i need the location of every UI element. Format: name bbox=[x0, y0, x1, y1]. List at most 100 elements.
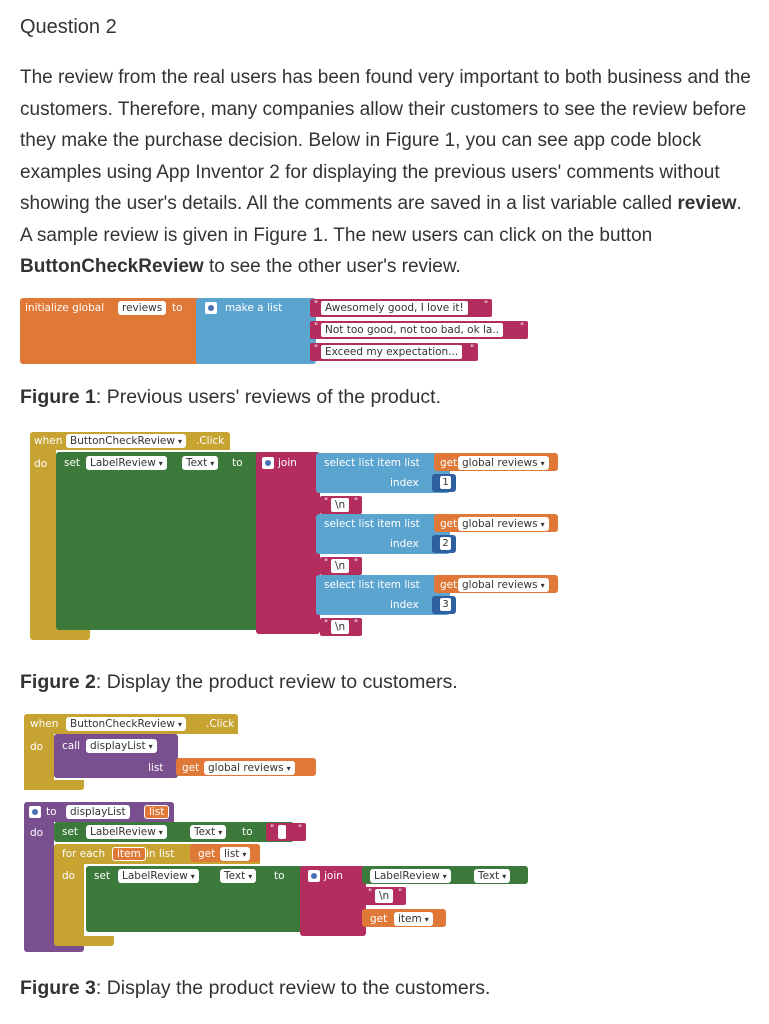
loop-var-field[interactable]: item bbox=[112, 847, 146, 861]
newline-text-block: " \n " bbox=[364, 887, 406, 905]
dropdown-arrow-icon: ▾ bbox=[218, 828, 223, 837]
procedure-name-field[interactable]: displayList bbox=[66, 805, 130, 819]
set-label: set bbox=[94, 870, 111, 882]
get-list-dropdown[interactable]: list ▾ bbox=[220, 847, 251, 861]
review-item-1[interactable]: Awesomely good, I love it! bbox=[321, 301, 468, 315]
set-property-dropdown[interactable]: Text ▾ bbox=[220, 869, 257, 883]
select-list-item-label: select list item list bbox=[324, 457, 420, 469]
make-list-label: make a list bbox=[225, 302, 283, 314]
init-global-label: initialize global bbox=[25, 302, 105, 314]
figure3-caption-text: : Display the product review to the cust… bbox=[95, 977, 491, 999]
quote-close-icon: " bbox=[520, 322, 525, 332]
figure2-caption-text: : Display the product review to customer… bbox=[95, 671, 458, 693]
set-component-dropdown[interactable]: LabelReview ▾ bbox=[86, 825, 167, 839]
set-to-label: to bbox=[242, 826, 253, 838]
event-block-footer bbox=[30, 628, 90, 640]
newline-text-block-3: " \n " bbox=[320, 618, 362, 636]
procedure-dropdown[interactable]: displayList ▾ bbox=[86, 739, 157, 753]
set-property-name: Text bbox=[224, 870, 246, 882]
figure1-caption-label: Figure 1 bbox=[20, 386, 96, 408]
get-item-dropdown[interactable]: item ▾ bbox=[394, 912, 433, 926]
event-component-dropdown[interactable]: ButtonCheckReview ▾ bbox=[66, 434, 186, 448]
event-component-dropdown[interactable]: ButtonCheckReview ▾ bbox=[66, 717, 186, 731]
join-label: join bbox=[324, 870, 343, 882]
newline-text[interactable]: \n bbox=[331, 498, 350, 512]
mutator-gear-icon[interactable] bbox=[205, 302, 217, 314]
empty-text-block: " " bbox=[266, 823, 306, 841]
procedure-name: displayList bbox=[90, 740, 146, 752]
procedure-param-field[interactable]: list bbox=[144, 805, 170, 819]
set-component-dropdown[interactable]: LabelReview ▾ bbox=[86, 456, 167, 470]
mutator-gear-icon[interactable] bbox=[29, 806, 41, 818]
newline-text[interactable]: \n bbox=[331, 559, 350, 573]
do-label: do bbox=[30, 827, 44, 839]
do-label: do bbox=[30, 741, 44, 753]
newline-text-block-1: " \n " bbox=[320, 496, 362, 514]
mutator-gear-icon[interactable] bbox=[308, 870, 320, 882]
getter-property-name: Text bbox=[478, 870, 500, 882]
quote-open-icon: " bbox=[314, 322, 319, 332]
getter-component-dropdown[interactable]: LabelReview ▾ bbox=[370, 869, 451, 883]
get-variable-name: global reviews bbox=[208, 762, 284, 774]
var-name-field[interactable]: reviews bbox=[118, 301, 167, 315]
newline-text[interactable]: \n bbox=[375, 889, 394, 903]
dropdown-arrow-icon: ▾ bbox=[248, 872, 253, 881]
quote-open-icon: " bbox=[314, 300, 319, 310]
get-variable-dropdown[interactable]: global reviews ▾ bbox=[458, 456, 549, 470]
for-each-label: for each bbox=[62, 848, 106, 860]
call-label: call bbox=[62, 740, 81, 752]
do-label: do bbox=[34, 458, 48, 470]
set-property-name: Text bbox=[194, 826, 216, 838]
index-label: index bbox=[390, 599, 419, 611]
quote-open-icon: " bbox=[270, 824, 275, 834]
set-to-label: to bbox=[232, 457, 243, 469]
quote-close-icon: " bbox=[398, 888, 403, 898]
event-click-label: .Click bbox=[196, 435, 225, 447]
dropdown-arrow-icon: ▾ bbox=[190, 872, 195, 881]
dropdown-arrow-icon: ▾ bbox=[424, 915, 429, 924]
event-block-footer bbox=[24, 780, 84, 790]
get-label: get bbox=[198, 848, 216, 860]
quote-open-icon: " bbox=[368, 888, 373, 898]
index-value[interactable]: 2 bbox=[440, 537, 451, 550]
dropdown-arrow-icon: ▾ bbox=[442, 872, 447, 881]
newline-text-block-2: " \n " bbox=[320, 557, 362, 575]
get-variable-dropdown[interactable]: global reviews ▾ bbox=[204, 761, 295, 775]
set-label: set bbox=[64, 457, 81, 469]
getter-property-dropdown[interactable]: Text ▾ bbox=[474, 869, 511, 883]
quote-close-icon: " bbox=[470, 344, 475, 354]
quote-close-icon: " bbox=[484, 300, 489, 310]
set-block bbox=[56, 452, 284, 630]
set-property-dropdown[interactable]: Text ▾ bbox=[182, 456, 219, 470]
question-text-2: . A sample review is given in Figure 1. … bbox=[20, 193, 742, 246]
review-item-3[interactable]: Exceed my expectation... bbox=[321, 345, 463, 359]
set-component-dropdown[interactable]: LabelReview ▾ bbox=[118, 869, 199, 883]
dropdown-arrow-icon: ▾ bbox=[177, 720, 182, 729]
text-string-block-3: " Exceed my expectation... " bbox=[310, 343, 478, 361]
set-property-dropdown[interactable]: Text ▾ bbox=[190, 825, 227, 839]
event-component-name: ButtonCheckReview bbox=[70, 718, 175, 730]
select-list-item-block-3 bbox=[316, 575, 450, 615]
init-to-label: to bbox=[172, 302, 183, 314]
get-variable-dropdown[interactable]: global reviews ▾ bbox=[458, 517, 549, 531]
get-list-name: list bbox=[224, 848, 240, 860]
mutator-gear-icon[interactable] bbox=[262, 457, 274, 469]
dropdown-arrow-icon: ▾ bbox=[210, 459, 215, 468]
quote-open-icon: " bbox=[324, 497, 329, 507]
dropdown-arrow-icon: ▾ bbox=[502, 872, 507, 881]
do-label: do bbox=[62, 870, 76, 882]
get-item-name: item bbox=[398, 913, 422, 925]
get-variable-dropdown[interactable]: global reviews ▾ bbox=[458, 578, 549, 592]
when-label: when bbox=[30, 718, 59, 730]
index-value[interactable]: 1 bbox=[440, 476, 451, 489]
dropdown-arrow-icon: ▾ bbox=[540, 459, 545, 468]
empty-text-value[interactable] bbox=[278, 825, 286, 839]
index-value[interactable]: 3 bbox=[440, 598, 451, 611]
quote-close-icon: " bbox=[298, 824, 303, 834]
in-list-label: in list bbox=[146, 848, 175, 860]
newline-text[interactable]: \n bbox=[331, 620, 350, 634]
get-label: get bbox=[440, 457, 458, 469]
review-item-2[interactable]: Not too good, not too bad, ok la.. bbox=[321, 323, 504, 337]
quote-close-icon: " bbox=[354, 497, 359, 507]
quote-open-icon: " bbox=[314, 344, 319, 354]
